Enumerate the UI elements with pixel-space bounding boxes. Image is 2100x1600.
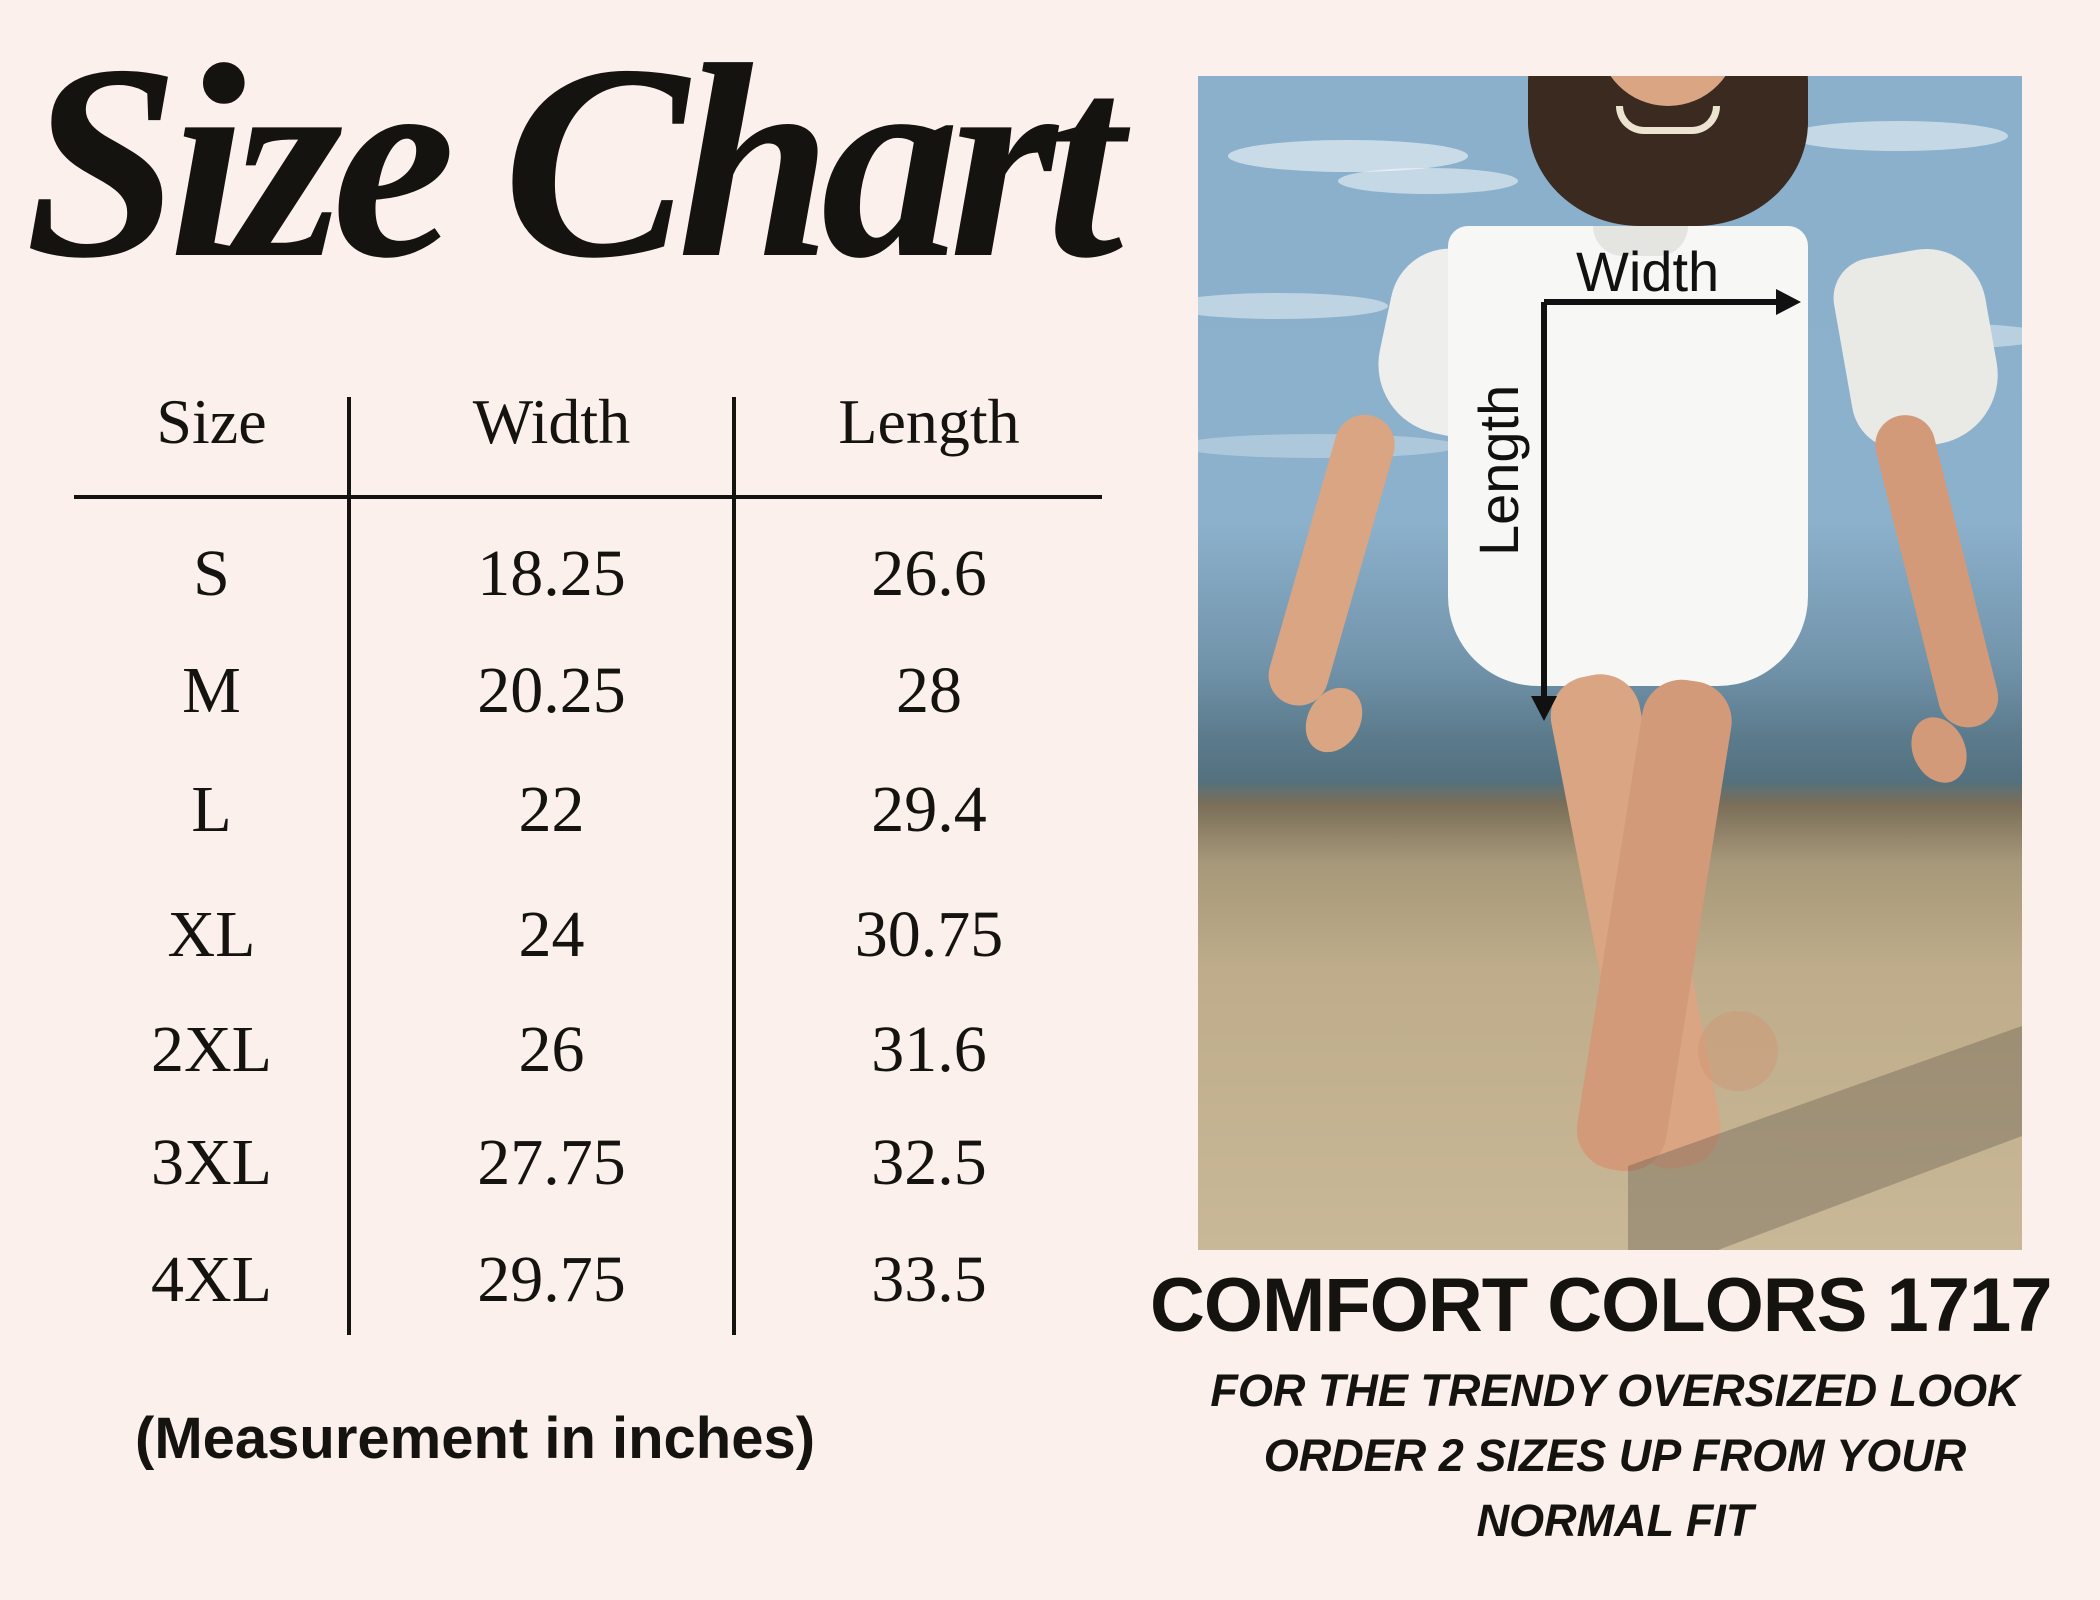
svg-text:Size Chart: Size Chart: [25, 8, 1133, 316]
svg-text:Width: Width: [1576, 240, 1719, 303]
svg-text:Length: Length: [1467, 385, 1530, 556]
